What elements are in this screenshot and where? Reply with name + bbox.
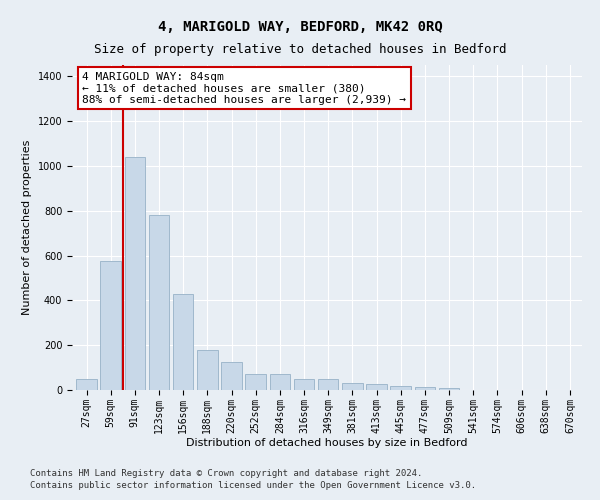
Bar bbox=[173, 294, 193, 390]
Bar bbox=[149, 215, 169, 390]
Bar bbox=[439, 388, 460, 390]
Bar bbox=[269, 374, 290, 390]
Bar bbox=[100, 261, 121, 390]
Bar bbox=[221, 362, 242, 390]
Y-axis label: Number of detached properties: Number of detached properties bbox=[22, 140, 32, 315]
Bar bbox=[197, 350, 218, 390]
Bar bbox=[245, 374, 266, 390]
Text: Contains public sector information licensed under the Open Government Licence v3: Contains public sector information licen… bbox=[30, 481, 476, 490]
Text: 4 MARIGOLD WAY: 84sqm
← 11% of detached houses are smaller (380)
88% of semi-det: 4 MARIGOLD WAY: 84sqm ← 11% of detached … bbox=[82, 72, 406, 104]
Bar bbox=[366, 384, 387, 390]
Text: Size of property relative to detached houses in Bedford: Size of property relative to detached ho… bbox=[94, 42, 506, 56]
Bar bbox=[415, 388, 435, 390]
X-axis label: Distribution of detached houses by size in Bedford: Distribution of detached houses by size … bbox=[186, 438, 468, 448]
Bar bbox=[125, 157, 145, 390]
Bar bbox=[391, 386, 411, 390]
Bar bbox=[76, 379, 97, 390]
Bar bbox=[318, 379, 338, 390]
Bar bbox=[294, 379, 314, 390]
Text: Contains HM Land Registry data © Crown copyright and database right 2024.: Contains HM Land Registry data © Crown c… bbox=[30, 468, 422, 477]
Text: 4, MARIGOLD WAY, BEDFORD, MK42 0RQ: 4, MARIGOLD WAY, BEDFORD, MK42 0RQ bbox=[158, 20, 442, 34]
Bar bbox=[342, 384, 362, 390]
